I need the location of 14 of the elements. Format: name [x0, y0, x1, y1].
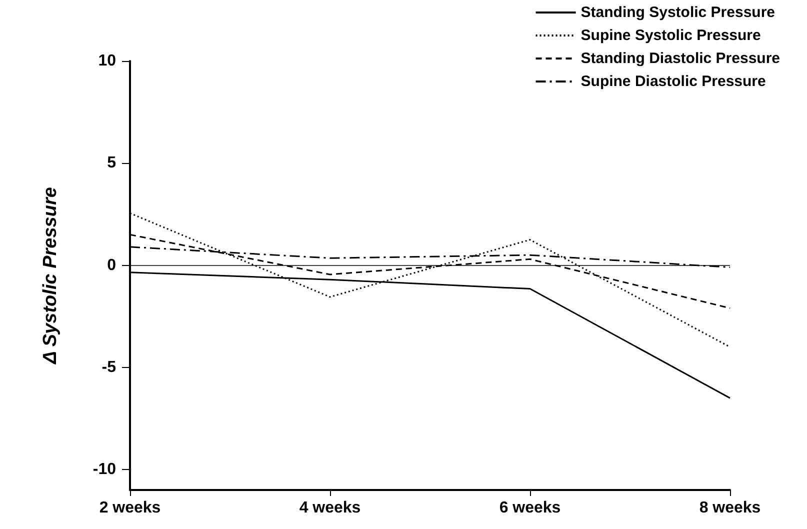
legend-label: Supine Diastolic Pressure — [580, 73, 766, 90]
legend-label: Standing Systolic Pressure — [580, 4, 776, 21]
x-tick-label: 8 weeks — [699, 500, 761, 516]
y-tick-label: -5 — [102, 358, 116, 376]
x-tick-label: 2 weeks — [99, 500, 161, 516]
y-tick-label: 5 — [107, 154, 116, 172]
x-tick-label: 4 weeks — [299, 500, 361, 516]
y-axis-title: Δ Systolic Pressure — [40, 186, 61, 365]
legend-label: Standing Diastolic Pressure — [580, 50, 780, 67]
y-tick-label: -10 — [92, 461, 116, 478]
x-tick-label: 6 weeks — [499, 500, 561, 516]
y-tick-label: 10 — [98, 52, 116, 70]
y-tick-label: 0 — [107, 256, 116, 274]
legend-label: Supine Systolic Pressure — [580, 27, 761, 44]
